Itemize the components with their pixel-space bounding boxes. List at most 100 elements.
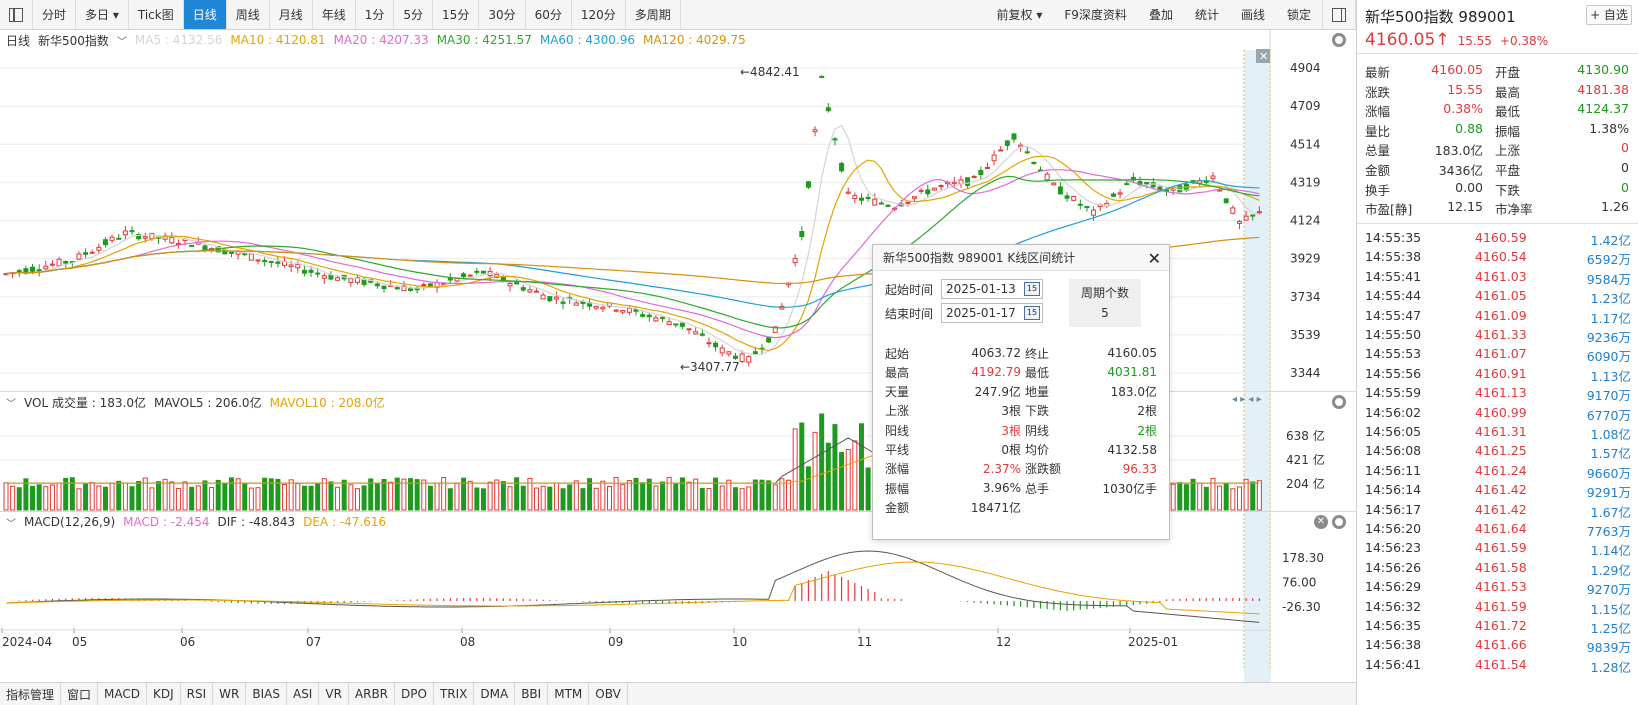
candle-body: [547, 296, 553, 302]
volume-bar: [295, 483, 301, 511]
close-icon[interactable]: ✕: [1147, 249, 1161, 268]
quote-cell: 涨幅: [1365, 104, 1391, 120]
volume-bar: [315, 483, 321, 511]
x-axis-label: 12: [996, 635, 1011, 649]
tick-row: 14:55:59 4161.13 9170万: [1365, 383, 1631, 403]
indicator-tab-mtm[interactable]: MTM: [548, 683, 590, 705]
tool-button-1[interactable]: F9深度资料: [1064, 8, 1127, 22]
period-button-10[interactable]: 30分: [479, 0, 526, 29]
quote-cell: 0.00: [1455, 179, 1483, 195]
period-button-8[interactable]: 5分: [394, 0, 434, 29]
stat-value: 247.9亿: [974, 385, 1021, 400]
period-button-1[interactable]: 多日 ▾: [76, 0, 129, 29]
candle-body: [36, 269, 42, 272]
tick-time: 14:56:38: [1365, 637, 1422, 653]
volume-bar: [235, 478, 241, 511]
end-date-input[interactable]: 2025-01-17 15: [941, 303, 1044, 323]
calendar-icon[interactable]: 15: [1024, 282, 1041, 296]
volume-bar: [248, 487, 254, 511]
vol-settings-gear-icon[interactable]: [1332, 395, 1346, 409]
candle-body: [540, 294, 546, 300]
volume-bar: [1170, 483, 1176, 511]
quote-cell: 0.38%: [1443, 101, 1483, 117]
close-indicator-icon[interactable]: ✕: [1314, 515, 1328, 529]
period-button-2[interactable]: Tick图: [129, 0, 184, 29]
chevron-down-icon[interactable]: ﹀: [6, 518, 16, 530]
macd-settings-gear-icon[interactable]: [1332, 515, 1346, 529]
tick-time: 14:55:47: [1365, 307, 1422, 323]
period-button-4[interactable]: 周线: [227, 0, 270, 29]
indicator-tab-指标管理[interactable]: 指标管理: [0, 683, 62, 705]
candle-body: [109, 236, 115, 241]
volume-bar: [752, 479, 758, 511]
legend-period[interactable]: 日线: [6, 33, 31, 48]
start-date-input[interactable]: 2025-01-13 15: [941, 279, 1044, 299]
tick-time: 14:56:29: [1365, 579, 1422, 595]
period-button-7[interactable]: 1分: [356, 0, 395, 29]
x-axis-label: 07: [306, 635, 321, 649]
indicator-tab-dma[interactable]: DMA: [474, 683, 516, 705]
volume-bar: [228, 477, 234, 511]
tool-button-3[interactable]: 统计: [1194, 8, 1219, 22]
indicator-tab-bbi[interactable]: BBI: [515, 683, 549, 705]
pane-divider[interactable]: [0, 391, 1356, 392]
calendar-icon[interactable]: 15: [1024, 306, 1041, 320]
period-button-3[interactable]: 日线: [183, 0, 227, 29]
period-button-11[interactable]: 60分: [526, 0, 572, 29]
last-price: 4160.05↑: [1365, 30, 1450, 50]
candle-body: [1064, 195, 1070, 199]
volume-bar: [567, 484, 573, 511]
volume-bar: [1197, 482, 1203, 511]
period-button-6[interactable]: 年线: [313, 0, 356, 29]
chevron-down-icon[interactable]: ﹀: [6, 398, 16, 410]
legend-stock-name[interactable]: 新华500指数: [38, 33, 109, 48]
volume-bar: [3, 482, 9, 511]
indicator-tab-wr[interactable]: WR: [213, 683, 247, 705]
candle-body: [699, 333, 705, 336]
period-button-9[interactable]: 15分: [433, 0, 480, 29]
stat-item: 总手 1030亿手: [1025, 478, 1157, 498]
indicator-tab-dpo[interactable]: DPO: [395, 683, 434, 705]
volume-bar: [36, 484, 42, 511]
period-button-5[interactable]: 月线: [270, 0, 313, 29]
indicator-tab-obv[interactable]: OBV: [589, 683, 628, 705]
kline-settings-gear-icon[interactable]: [1332, 33, 1346, 47]
indicator-tab-asi[interactable]: ASI: [287, 683, 320, 705]
stat-item: 涨幅 2.37%: [885, 459, 1021, 479]
tool-button-5[interactable]: 锁定: [1286, 8, 1311, 22]
tool-button-0[interactable]: 前复权 ▾: [996, 8, 1043, 22]
selection-close-icon[interactable]: [1256, 49, 1270, 63]
layout-toggle-left-icon[interactable]: [0, 0, 33, 29]
indicator-tab-bias[interactable]: BIAS: [246, 683, 287, 705]
stat-label: 最低: [1025, 365, 1050, 380]
dif-line: [5, 550, 1260, 623]
legend-mavol10: MAVOL10 : 208.0亿: [269, 395, 385, 410]
indicator-tab-窗口[interactable]: 窗口: [61, 683, 99, 705]
indicator-tab-macd[interactable]: MACD: [98, 683, 148, 705]
tick-time: 14:56:02: [1365, 404, 1422, 420]
chevron-down-icon[interactable]: ﹀: [116, 36, 127, 48]
period-button-13[interactable]: 多周期: [626, 0, 681, 29]
candle-body: [202, 245, 208, 250]
candle-body: [573, 302, 579, 306]
candle-body: [288, 264, 294, 268]
pane-divider[interactable]: [0, 511, 1356, 512]
tick-volume: 6770万: [1586, 407, 1631, 423]
add-watchlist-button[interactable]: + 自选: [1586, 5, 1632, 25]
kline-legend: 日线 新华500指数 ﹀ MA5 : 4132.56 MA10 : 4120.8…: [0, 30, 1356, 50]
tool-button-4[interactable]: 画线: [1240, 8, 1265, 22]
layout-toggle-right-icon[interactable]: [1322, 0, 1356, 29]
indicator-tab-rsi[interactable]: RSI: [181, 683, 214, 705]
indicator-tab-vr[interactable]: VR: [319, 683, 349, 705]
indicator-tab-arbr[interactable]: ARBR: [349, 683, 396, 705]
volume-bar: [699, 488, 705, 511]
tick-volume: 1.15亿: [1590, 601, 1631, 617]
up-arrow-icon: ↑: [1435, 30, 1450, 50]
indicator-tab-kdj[interactable]: KDJ: [147, 683, 181, 705]
volume-bar: [1183, 484, 1189, 511]
indicator-tab-trix[interactable]: TRIX: [434, 683, 475, 705]
period-button-12[interactable]: 120分: [572, 0, 626, 29]
tool-button-2[interactable]: 叠加: [1148, 8, 1173, 22]
period-button-0[interactable]: 分时: [33, 0, 77, 29]
quote-cell: 0: [1621, 179, 1629, 195]
